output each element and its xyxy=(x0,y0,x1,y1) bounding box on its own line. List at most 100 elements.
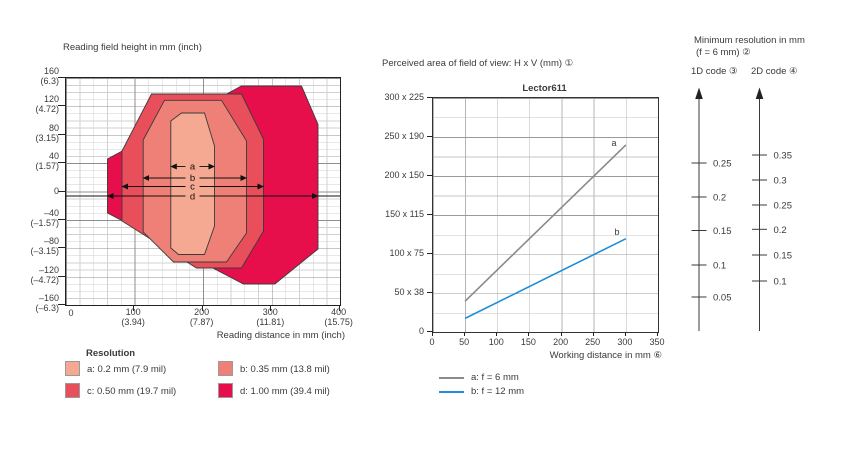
line-b-f12mm xyxy=(464,237,627,319)
y-tick-label: 40 (1.57) xyxy=(35,151,59,172)
middle-x-axis-label: Working distance in mm ⑥ xyxy=(549,350,662,361)
y-tick-mark xyxy=(57,275,65,277)
x-tick-label: 100 (3.94) xyxy=(121,307,145,327)
legend-line-blue xyxy=(439,390,464,393)
y-tick-label: 0 xyxy=(418,325,424,336)
x-tick-label: 400 (15.75) xyxy=(324,307,353,327)
region-label-d: d xyxy=(189,191,194,202)
y-tick-mark xyxy=(426,331,433,332)
reading-field-diagram: a b c d xyxy=(65,85,340,285)
legend-label-f6: a: f = 6 mm xyxy=(471,372,519,383)
y-tick-label: –80 (–3.15) xyxy=(30,236,59,257)
line-a-f6mm xyxy=(464,143,627,302)
legend-label-b: b: 0.35 mm (13.8 mil) xyxy=(240,364,330,375)
y-tick-label: 150 x 115 xyxy=(385,208,424,219)
y-tick-label: 120 (4.72) xyxy=(35,94,59,115)
y-tick-label: 200 x 150 xyxy=(384,169,424,180)
x-tick-mark xyxy=(496,332,498,337)
left-x-axis-label: Reading distance in mm (inch) xyxy=(216,330,345,341)
region-label-a: a xyxy=(189,161,195,172)
middle-chart-header: Perceived area of field of view: H x V (… xyxy=(382,58,574,69)
y-tick-mark xyxy=(57,77,65,78)
x-tick-label: 100 xyxy=(488,337,504,347)
scale-1d-tick-label: 0.1 xyxy=(713,261,726,272)
x-tick-label: 350 xyxy=(649,337,665,347)
right-panel-title-line2: (f = 6 mm) ② xyxy=(696,47,751,58)
scale-1d-arrowhead-icon xyxy=(695,87,703,99)
y-tick-label: 80 (3.15) xyxy=(35,122,59,143)
y-tick-mark xyxy=(426,174,433,176)
y-tick-label: 300 x 225 xyxy=(384,91,424,102)
y-tick-mark xyxy=(426,96,433,98)
region-label-c: c xyxy=(190,181,195,192)
scale-2d-tick-label: 0.35 xyxy=(774,151,793,162)
x-tick-label: 300 xyxy=(617,337,633,347)
scale-2d-tick-label: 0.15 xyxy=(774,251,793,262)
y-tick-label: –120 (–4.72) xyxy=(30,264,59,285)
x-tick-mark xyxy=(464,332,466,337)
legend-line-gray xyxy=(439,376,464,379)
x-tick-label: 0 xyxy=(68,308,74,318)
left-chart-title: Reading field height in mm (inch) xyxy=(63,42,202,53)
x-tick-mark xyxy=(201,305,203,311)
scale-1d-tick-label: 0.25 xyxy=(713,159,732,170)
scale-1d-tick-label: 0.15 xyxy=(713,226,732,237)
y-tick-mark xyxy=(57,304,65,306)
region-label-b: b xyxy=(189,173,194,184)
resolution-scales-svg: 0.25 0.2 0.15 0.1 0.05 0.35 0.3 0.25 0.2… xyxy=(691,87,793,331)
middle-chart-plot-area: a b xyxy=(432,96,659,333)
scale-2d-tick-label: 0.25 xyxy=(774,201,793,212)
x-tick-label: 300 (11.81) xyxy=(256,307,285,327)
y-tick-mark xyxy=(57,247,65,249)
x-tick-mark xyxy=(560,332,562,337)
y-tick-mark xyxy=(57,162,65,164)
y-tick-mark xyxy=(57,105,65,107)
legend-label-d: d: 1.00 mm (39.4 mil) xyxy=(240,386,330,397)
x-tick-mark xyxy=(432,332,433,337)
scale-1d-tick-label: 0.05 xyxy=(713,293,732,304)
x-tick-label: 0 xyxy=(429,337,435,347)
scale-1d-label: 1D code ③ xyxy=(691,66,738,77)
right-panel-title-line1: Minimum resolution in mm xyxy=(694,35,805,46)
middle-chart-title: Lector611 xyxy=(522,83,567,94)
x-tick-mark xyxy=(338,305,340,311)
x-tick-label: 200 xyxy=(553,337,569,347)
region-a-polygon xyxy=(169,112,215,255)
field-of-view-lines: a b xyxy=(464,138,627,319)
legend-swatch-c xyxy=(64,383,80,398)
y-tick-mark xyxy=(426,135,433,137)
x-tick-mark xyxy=(270,305,272,311)
scale-2d-label: 2D code ④ xyxy=(751,66,798,77)
y-tick-label: –160 (–6.3) xyxy=(35,293,59,314)
legend-swatch-a xyxy=(64,361,80,376)
legend-swatch-b xyxy=(218,361,233,376)
y-tick-mark xyxy=(57,219,65,220)
legend-title: Resolution xyxy=(86,348,136,359)
x-tick-mark xyxy=(657,332,658,337)
scale-2d-arrowhead-icon xyxy=(755,87,764,99)
scale-2d-tick-label: 0.1 xyxy=(774,277,787,288)
legend-swatch-d xyxy=(218,383,233,398)
scale-2d-tick-label: 0.3 xyxy=(774,176,787,187)
legend-label-a: a: 0.2 mm (7.9 mil) xyxy=(87,364,167,375)
y-tick-mark xyxy=(57,190,65,192)
scale-1d-tick-label: 0.2 xyxy=(713,193,726,204)
y-tick-label: 50 x 38 xyxy=(394,286,424,297)
x-tick-mark xyxy=(133,305,135,311)
legend-label-c: c: 0.50 mm (19.7 mil) xyxy=(87,386,177,397)
legend-label-f12: b: f = 12 mm xyxy=(471,386,525,397)
y-tick-mark xyxy=(426,252,433,254)
x-tick-label: 200 (7.87) xyxy=(189,307,214,327)
y-tick-label: 0 xyxy=(53,185,59,196)
x-tick-label: 50 xyxy=(459,337,470,347)
y-tick-mark xyxy=(426,213,433,215)
y-tick-label: –40 (–1.57) xyxy=(30,208,59,228)
line-label-b: b xyxy=(614,227,619,237)
y-tick-label: 250 x 190 xyxy=(384,130,424,141)
y-tick-label: 160 (6.3) xyxy=(40,66,59,86)
x-tick-mark xyxy=(528,332,530,337)
x-tick-mark xyxy=(624,332,626,337)
resolution-scales: 0.25 0.2 0.15 0.1 0.05 0.35 0.3 0.25 0.2… xyxy=(688,85,843,337)
x-tick-label: 150 xyxy=(520,337,536,347)
